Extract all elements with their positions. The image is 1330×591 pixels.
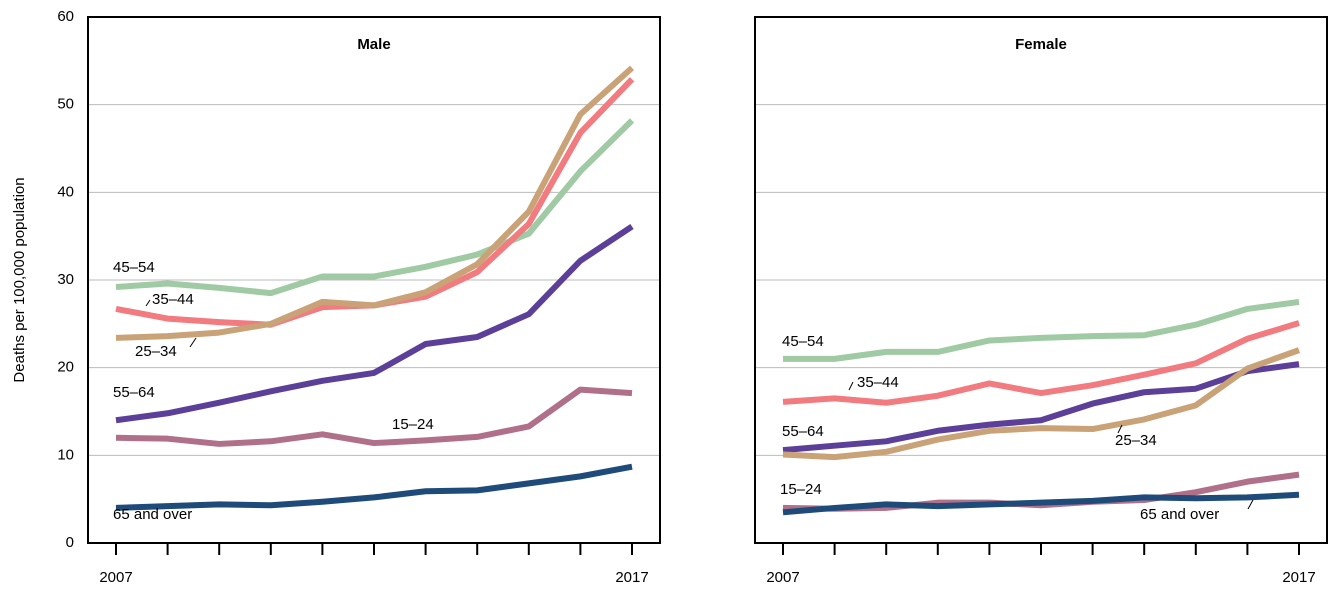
series-label: 55–64 [782,423,824,440]
series-label: 15–24 [392,416,434,433]
series-label: 65 and over [113,506,192,523]
panel-title: Female [1015,36,1067,53]
label-leader [1247,499,1254,510]
x-tick-label: 2007 [766,569,799,586]
series-line [782,361,1300,454]
series-line [782,491,1300,516]
series-line [782,320,1300,406]
series-label: 55–64 [113,384,155,401]
label-leader [145,299,151,307]
label-leader [189,337,197,348]
series-label: 25–34 [135,343,177,360]
series-line [782,347,1301,461]
y-tick-label: 50 [57,96,74,113]
series-label: 25–34 [1115,432,1157,449]
series-line [115,118,635,297]
y-tick-label: 40 [57,183,74,200]
series-line [783,298,1300,362]
x-tick-label: 2017 [1282,569,1315,586]
series-label: 45–54 [782,333,824,350]
y-axis-label: Deaths per 100,000 population [11,177,28,382]
series-line [115,463,633,511]
x-tick-label: 2017 [615,569,648,586]
y-tick-label: 30 [57,271,74,288]
series-label: 65 and over [1140,506,1219,523]
series-label: 35–44 [152,291,194,308]
series-line [115,65,635,341]
y-tick-label: 20 [57,359,74,376]
y-tick-label: 60 [57,8,74,25]
series-line [115,224,634,424]
series-line [115,386,633,447]
x-tick-label: 2007 [99,569,132,586]
label-leader [848,381,854,391]
panel-title: Male [357,36,390,53]
label-leader [1117,424,1123,434]
series-label: 45–54 [113,259,155,276]
y-tick-label: 10 [57,446,74,463]
y-tick-label: 0 [66,534,74,551]
series-label: 35–44 [857,374,899,391]
series-label: 15–24 [780,481,822,498]
